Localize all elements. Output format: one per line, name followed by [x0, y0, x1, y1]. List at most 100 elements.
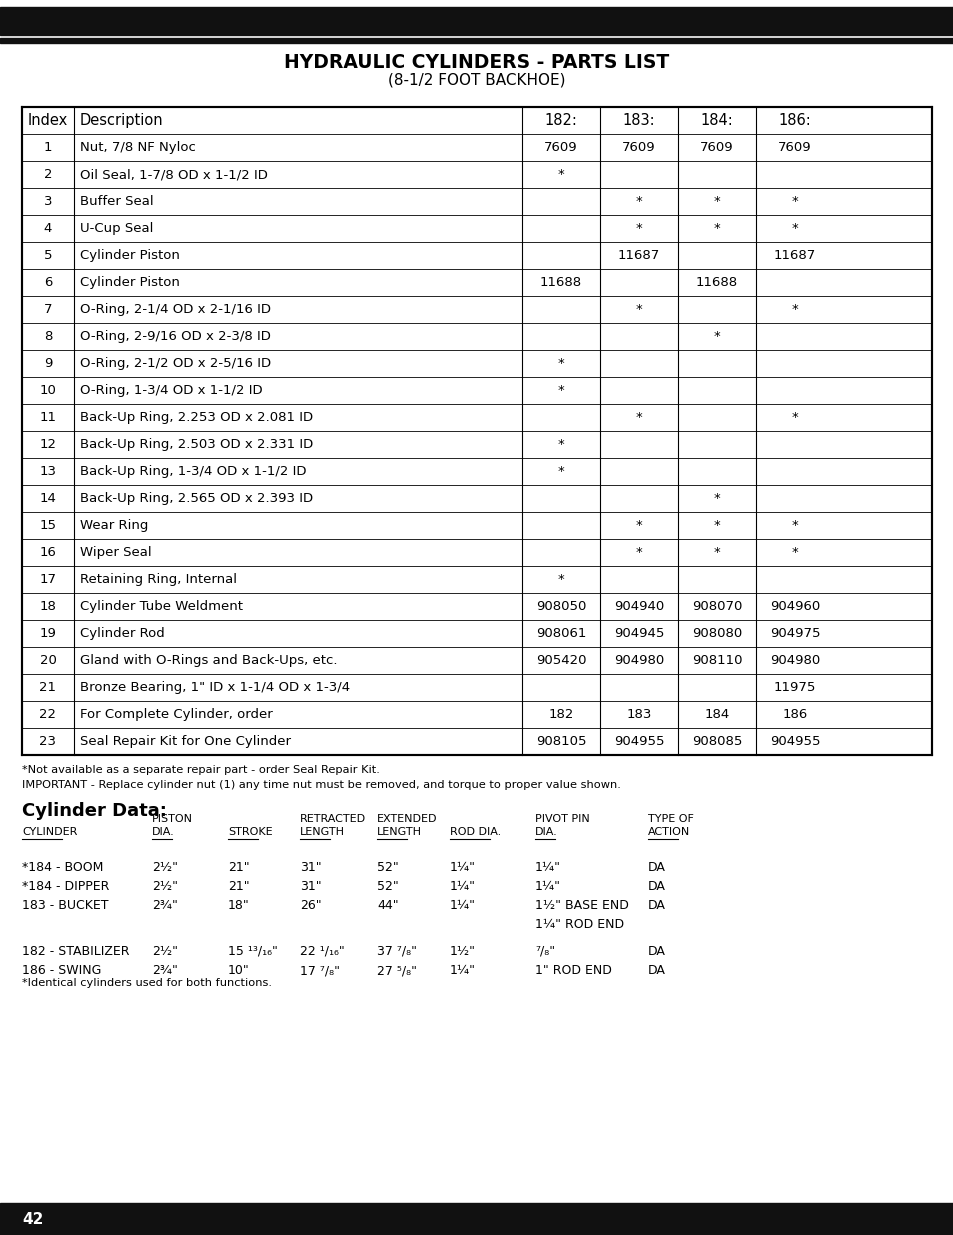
Text: 37 ⁷/₈": 37 ⁷/₈"	[376, 945, 416, 958]
Text: O-Ring, 2-1/4 OD x 2-1/16 ID: O-Ring, 2-1/4 OD x 2-1/16 ID	[80, 303, 271, 316]
Text: 11687: 11687	[618, 249, 659, 262]
Text: EXTENDED: EXTENDED	[376, 814, 437, 824]
Text: 908070: 908070	[691, 600, 741, 613]
Text: 7609: 7609	[621, 141, 655, 154]
Text: 183:: 183:	[622, 112, 655, 128]
Text: 31": 31"	[299, 861, 321, 874]
Text: 7609: 7609	[543, 141, 578, 154]
Text: PISTON: PISTON	[152, 814, 193, 824]
Text: 183 - BUCKET: 183 - BUCKET	[22, 899, 109, 911]
Text: 21: 21	[39, 680, 56, 694]
Text: 8: 8	[44, 330, 52, 343]
Text: 908080: 908080	[691, 627, 741, 640]
Text: 15 ¹³/₁₆": 15 ¹³/₁₆"	[228, 945, 277, 958]
Text: 2½": 2½"	[152, 881, 178, 893]
Text: IMPORTANT - Replace cylinder nut (1) any time nut must be removed, and torque to: IMPORTANT - Replace cylinder nut (1) any…	[22, 781, 620, 790]
Text: 7609: 7609	[778, 141, 811, 154]
Text: 6: 6	[44, 275, 52, 289]
Text: 21": 21"	[228, 881, 250, 893]
Text: *: *	[558, 168, 564, 182]
Text: 1" ROD END: 1" ROD END	[535, 965, 611, 977]
Text: 908105: 908105	[536, 735, 586, 748]
Text: DA: DA	[647, 965, 665, 977]
Text: O-Ring, 1-3/4 OD x 1-1/2 ID: O-Ring, 1-3/4 OD x 1-1/2 ID	[80, 384, 262, 396]
Text: 904980: 904980	[613, 655, 663, 667]
Bar	[0, 38, 953, 43]
Text: 186: 186	[781, 708, 807, 721]
Text: *184 - BOOM: *184 - BOOM	[22, 861, 103, 874]
Text: *: *	[791, 411, 798, 424]
Text: 42: 42	[22, 1212, 43, 1226]
Text: *: *	[635, 519, 641, 532]
Text: 2½": 2½"	[152, 861, 178, 874]
Text: Cylinder Piston: Cylinder Piston	[80, 249, 180, 262]
Text: 10: 10	[39, 384, 56, 396]
Text: 908085: 908085	[691, 735, 741, 748]
Text: Gland with O-Rings and Back-Ups, etc.: Gland with O-Rings and Back-Ups, etc.	[80, 655, 337, 667]
Text: 21": 21"	[228, 861, 250, 874]
Bar	[0, 1203, 953, 1235]
Text: 2½": 2½"	[152, 945, 178, 958]
Text: Buffer Seal: Buffer Seal	[80, 195, 153, 207]
Text: 182:: 182:	[544, 112, 577, 128]
Text: 1¼": 1¼"	[450, 861, 476, 874]
Text: TYPE OF: TYPE OF	[647, 814, 693, 824]
Text: Back-Up Ring, 2.565 OD x 2.393 ID: Back-Up Ring, 2.565 OD x 2.393 ID	[80, 492, 313, 505]
Text: Cylinder Tube Weldment: Cylinder Tube Weldment	[80, 600, 243, 613]
Text: 17: 17	[39, 573, 56, 585]
Text: 904940: 904940	[613, 600, 663, 613]
Text: Cylinder Data:: Cylinder Data:	[22, 802, 167, 820]
Text: 904960: 904960	[769, 600, 820, 613]
Text: ROD DIA.: ROD DIA.	[450, 827, 500, 837]
Text: *: *	[558, 357, 564, 370]
Text: *: *	[635, 222, 641, 235]
Text: STROKE: STROKE	[228, 827, 273, 837]
Text: *: *	[558, 573, 564, 585]
Text: 11687: 11687	[773, 249, 815, 262]
Text: 1½": 1½"	[450, 945, 476, 958]
Text: 52": 52"	[376, 881, 398, 893]
Text: *: *	[558, 438, 564, 451]
Text: Wear Ring: Wear Ring	[80, 519, 149, 532]
Text: *: *	[713, 519, 720, 532]
Text: 31": 31"	[299, 881, 321, 893]
Text: ⁷/₈": ⁷/₈"	[535, 945, 555, 958]
Text: RETRACTED: RETRACTED	[299, 814, 366, 824]
Text: 1¼" ROD END: 1¼" ROD END	[535, 918, 623, 931]
Text: 11688: 11688	[695, 275, 738, 289]
Text: *: *	[713, 330, 720, 343]
Text: 10": 10"	[228, 965, 250, 977]
Text: 11: 11	[39, 411, 56, 424]
Text: 52": 52"	[376, 861, 398, 874]
Text: CYLINDER: CYLINDER	[22, 827, 77, 837]
Text: *: *	[791, 546, 798, 559]
Text: 15: 15	[39, 519, 56, 532]
Text: 1¼": 1¼"	[450, 965, 476, 977]
Text: Nut, 7/8 NF Nyloc: Nut, 7/8 NF Nyloc	[80, 141, 195, 154]
Text: 7: 7	[44, 303, 52, 316]
Text: Oil Seal, 1-7/8 OD x 1-1/2 ID: Oil Seal, 1-7/8 OD x 1-1/2 ID	[80, 168, 268, 182]
Text: 904945: 904945	[613, 627, 663, 640]
Text: 904980: 904980	[769, 655, 820, 667]
Text: *: *	[635, 195, 641, 207]
Text: 19: 19	[39, 627, 56, 640]
Text: 22: 22	[39, 708, 56, 721]
Text: *: *	[558, 384, 564, 396]
Text: DIA.: DIA.	[152, 827, 174, 837]
Text: 16: 16	[39, 546, 56, 559]
Text: 1¼": 1¼"	[450, 899, 476, 911]
Text: *: *	[558, 466, 564, 478]
Text: O-Ring, 2-9/16 OD x 2-3/8 ID: O-Ring, 2-9/16 OD x 2-3/8 ID	[80, 330, 271, 343]
Text: 11975: 11975	[773, 680, 816, 694]
Text: 904975: 904975	[769, 627, 820, 640]
Text: 12: 12	[39, 438, 56, 451]
Text: *: *	[635, 303, 641, 316]
Text: 5: 5	[44, 249, 52, 262]
Text: 186:: 186:	[778, 112, 810, 128]
Text: 9: 9	[44, 357, 52, 370]
Text: *Identical cylinders used for both functions.: *Identical cylinders used for both funct…	[22, 978, 272, 988]
Text: PIVOT PIN: PIVOT PIN	[535, 814, 589, 824]
Text: *: *	[635, 546, 641, 559]
Text: DA: DA	[647, 945, 665, 958]
Text: *: *	[713, 195, 720, 207]
